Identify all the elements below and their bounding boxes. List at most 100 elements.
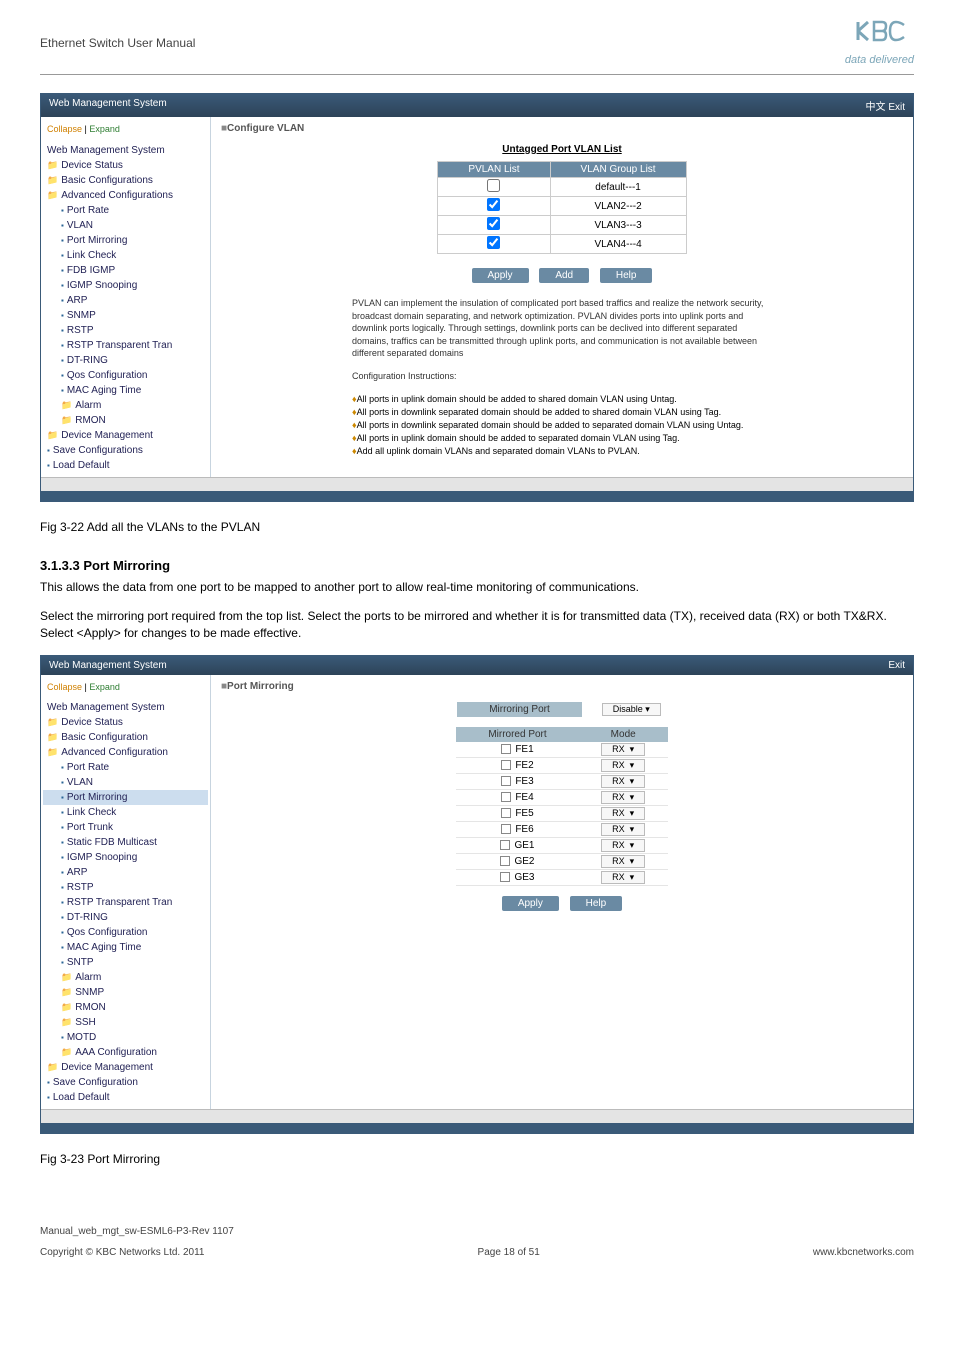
tree-item[interactable]: MOTD	[43, 1030, 208, 1045]
tree-item[interactable]: DT-RING	[43, 910, 208, 925]
expand-link[interactable]: Expand	[89, 124, 120, 134]
table-row: FE1RX ▾	[456, 742, 667, 758]
port-checkbox[interactable]	[501, 824, 511, 834]
expand-link[interactable]: Expand	[89, 682, 120, 692]
tree-item[interactable]: SNTP	[43, 955, 208, 970]
tree-item[interactable]: Save Configurations	[43, 443, 208, 458]
tree-item[interactable]: MAC Aging Time	[43, 383, 208, 398]
doc-title: Ethernet Switch User Manual	[40, 36, 195, 50]
tree-item[interactable]: RMON	[43, 413, 208, 428]
mode-select[interactable]: RX ▾	[601, 759, 645, 772]
mode-select[interactable]: RX ▾	[601, 807, 645, 820]
port-checkbox[interactable]	[501, 744, 511, 754]
instruction-item: All ports in downlink separated domain s…	[352, 407, 772, 417]
tree-item[interactable]: Alarm	[43, 970, 208, 985]
th-mirroring-port: Mirroring Port	[457, 702, 582, 717]
tree-item[interactable]: Advanced Configurations	[43, 188, 208, 203]
add-button[interactable]: Add	[539, 268, 589, 283]
tree-item[interactable]: Load Default	[43, 1090, 208, 1105]
mode-select[interactable]: RX ▾	[601, 871, 645, 884]
tree-item[interactable]: Device Status	[43, 715, 208, 730]
mirroring-port-select[interactable]: Disable ▾	[602, 703, 661, 716]
tree-item[interactable]: Basic Configuration	[43, 730, 208, 745]
tree-item[interactable]: Port Rate	[43, 203, 208, 218]
tree-item[interactable]: IGMP Snooping	[43, 850, 208, 865]
apply-button[interactable]: Apply	[502, 896, 559, 911]
port-checkbox[interactable]	[501, 760, 511, 770]
port-checkbox[interactable]	[501, 776, 511, 786]
table-row: VLAN4---4	[438, 235, 686, 254]
tree-item[interactable]: Port Mirroring	[43, 790, 208, 805]
apply-button[interactable]: Apply	[472, 268, 529, 283]
tree-item[interactable]: Link Check	[43, 248, 208, 263]
table-row: default---1	[438, 178, 686, 197]
mode-select[interactable]: RX ▾	[601, 823, 645, 836]
tree-item[interactable]: Device Management	[43, 428, 208, 443]
tree-item[interactable]: Port Rate	[43, 760, 208, 775]
vlan-checkbox[interactable]	[487, 217, 500, 230]
tree-item[interactable]: ARP	[43, 293, 208, 308]
table-row: FE3RX ▾	[456, 773, 667, 789]
tree-item[interactable]: MAC Aging Time	[43, 940, 208, 955]
tree-item[interactable]: ARP	[43, 865, 208, 880]
tree-item[interactable]: Web Management System	[43, 700, 53, 715]
tree-item[interactable]: AAA Configuration	[43, 1045, 208, 1060]
mode-select[interactable]: RX ▾	[601, 743, 645, 756]
tree-item[interactable]: Web Management System	[43, 143, 53, 158]
tree-item[interactable]: SNMP	[43, 308, 208, 323]
vlan-checkbox[interactable]	[487, 236, 500, 249]
tree-item[interactable]: RSTP Transparent Tran	[43, 895, 208, 910]
pvlan-description: PVLAN can implement the insulation of co…	[352, 297, 772, 360]
mode-select[interactable]: RX ▾	[601, 855, 645, 868]
tree-item[interactable]: Advanced Configuration	[43, 745, 208, 760]
tree-item[interactable]: Qos Configuration	[43, 368, 208, 383]
tree-item[interactable]: Load Default	[43, 458, 208, 473]
panel-title: Configure VLAN	[221, 123, 304, 134]
tree-item[interactable]: Basic Configurations	[43, 173, 208, 188]
scrollbar[interactable]	[41, 1109, 913, 1123]
tree-item[interactable]: DT-RING	[43, 353, 208, 368]
logo-tagline: data delivered	[845, 54, 914, 66]
port-checkbox[interactable]	[500, 840, 510, 850]
tree-item[interactable]: RSTP	[43, 880, 208, 895]
tree-item[interactable]: Device Management	[43, 1060, 208, 1075]
mode-select[interactable]: RX ▾	[601, 791, 645, 804]
port-checkbox[interactable]	[500, 856, 510, 866]
exit-button[interactable]: Exit	[888, 660, 905, 671]
mode-select[interactable]: RX ▾	[601, 839, 645, 852]
tree-item[interactable]: SSH	[43, 1015, 208, 1030]
tree-item[interactable]: Alarm	[43, 398, 208, 413]
logo: data delivered	[845, 20, 914, 66]
vlan-checkbox[interactable]	[487, 198, 500, 211]
help-button[interactable]: Help	[570, 896, 623, 911]
port-checkbox[interactable]	[500, 872, 510, 882]
mode-select[interactable]: RX ▾	[601, 775, 645, 788]
tree-item[interactable]: Qos Configuration	[43, 925, 208, 940]
scrollbar[interactable]	[41, 477, 913, 491]
tree-item[interactable]: Port Trunk	[43, 820, 208, 835]
tree-item[interactable]: Port Mirroring	[43, 233, 208, 248]
tree-item[interactable]: Save Configuration	[43, 1075, 208, 1090]
vlan-checkbox[interactable]	[487, 179, 500, 192]
exit-button[interactable]: 中文 Exit	[866, 98, 905, 113]
mirrored-port-table: Mirrored Port Mode FE1RX ▾FE2RX ▾FE3RX ▾…	[456, 727, 667, 886]
tree-item[interactable]: SNMP	[43, 985, 208, 1000]
collapse-link[interactable]: Collapse	[47, 124, 82, 134]
tree-item[interactable]: IGMP Snooping	[43, 278, 208, 293]
config-instructions-head: Configuration Instructions:	[352, 370, 772, 383]
tree-item[interactable]: RSTP	[43, 323, 208, 338]
tree-item[interactable]: VLAN	[43, 218, 208, 233]
tree-item[interactable]: Device Status	[43, 158, 208, 173]
tree-item[interactable]: VLAN	[43, 775, 208, 790]
mirroring-port-row: Mirroring Port Disable ▾	[457, 702, 667, 717]
collapse-link[interactable]: Collapse	[47, 682, 82, 692]
tree-item[interactable]: Link Check	[43, 805, 208, 820]
tree-item[interactable]: Static FDB Multicast	[43, 835, 208, 850]
port-checkbox[interactable]	[501, 792, 511, 802]
help-button[interactable]: Help	[600, 268, 653, 283]
tree-item[interactable]: FDB IGMP	[43, 263, 208, 278]
tree-item[interactable]: RSTP Transparent Tran	[43, 338, 208, 353]
tree-item[interactable]: RMON	[43, 1000, 208, 1015]
manual-id: Manual_web_mgt_sw-ESML6-P3-Rev 1107	[40, 1226, 914, 1237]
port-checkbox[interactable]	[501, 808, 511, 818]
